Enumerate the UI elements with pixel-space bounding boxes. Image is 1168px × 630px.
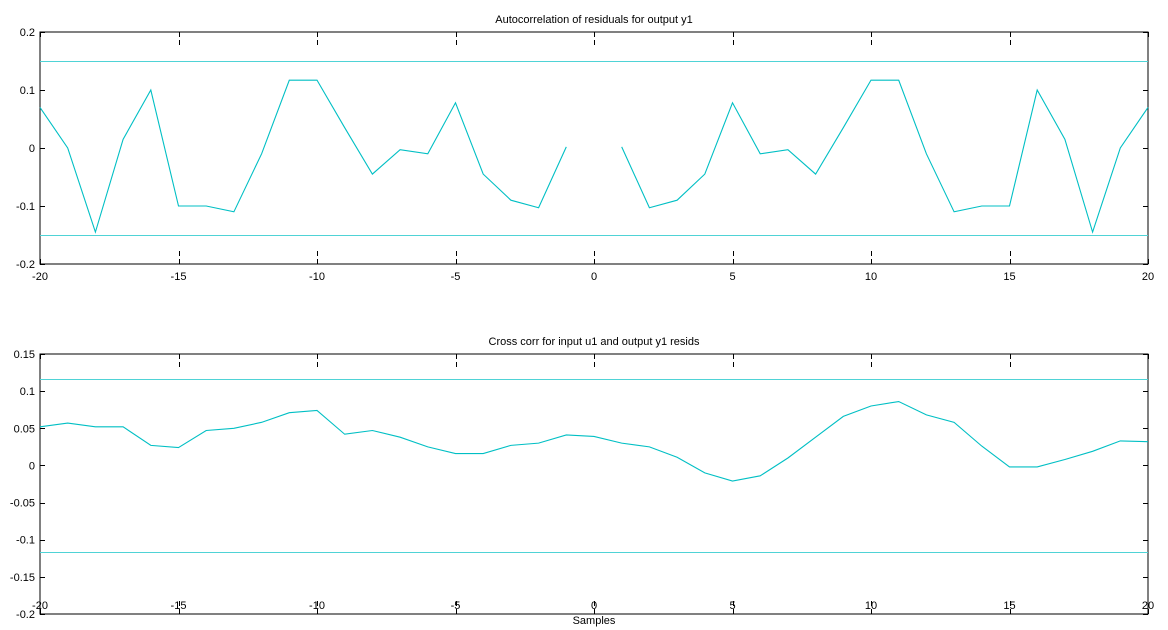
- axes-autocorrelation: Autocorrelation of residuals for output …: [16, 14, 1154, 283]
- x-axis-label-samples: Samples: [573, 615, 616, 627]
- x-tick-label: -15: [171, 271, 187, 283]
- x-tick-label: -5: [451, 271, 461, 283]
- x-tick-label: 15: [1003, 600, 1015, 612]
- x-tick-label: 20: [1142, 271, 1154, 283]
- y-tick-label: -0.1: [16, 535, 35, 547]
- chart-title-autocorrelation: Autocorrelation of residuals for output …: [495, 14, 693, 26]
- x-tick-label: -5: [451, 600, 461, 612]
- x-tick-label: 20: [1142, 600, 1154, 612]
- chart-title-cross-correlation: Cross corr for input u1 and output y1 re…: [489, 336, 700, 348]
- x-tick-label: 5: [729, 600, 735, 612]
- axes-cross-correlation: Cross corr for input u1 and output y1 re…: [10, 336, 1154, 627]
- series-line: [621, 79, 1149, 234]
- y-tick-label: -0.2: [16, 259, 35, 271]
- y-tick-label: 0.1: [20, 85, 35, 97]
- y-tick-label: 0: [29, 460, 35, 472]
- y-tick-label: -0.05: [10, 498, 35, 510]
- y-tick-label: -0.15: [10, 572, 35, 584]
- series-line: [39, 79, 567, 234]
- y-tick-label: 0.1: [20, 386, 35, 398]
- x-tick-label: 15: [1003, 271, 1015, 283]
- x-tick-label: -20: [32, 600, 48, 612]
- series-line: [39, 400, 1149, 482]
- y-tick-label: 0.15: [14, 349, 35, 361]
- x-tick-label: 0: [591, 271, 597, 283]
- y-tick-label: -0.2: [16, 609, 35, 621]
- y-tick-label: 0.2: [20, 27, 35, 39]
- x-tick-label: 5: [729, 271, 735, 283]
- x-tick-label: -15: [171, 600, 187, 612]
- y-tick-label: 0: [29, 143, 35, 155]
- y-tick-label: 0.05: [14, 423, 35, 435]
- x-tick-label: -10: [309, 271, 325, 283]
- y-tick-label: -0.1: [16, 201, 35, 213]
- x-tick-label: -20: [32, 271, 48, 283]
- x-tick-label: 10: [865, 271, 877, 283]
